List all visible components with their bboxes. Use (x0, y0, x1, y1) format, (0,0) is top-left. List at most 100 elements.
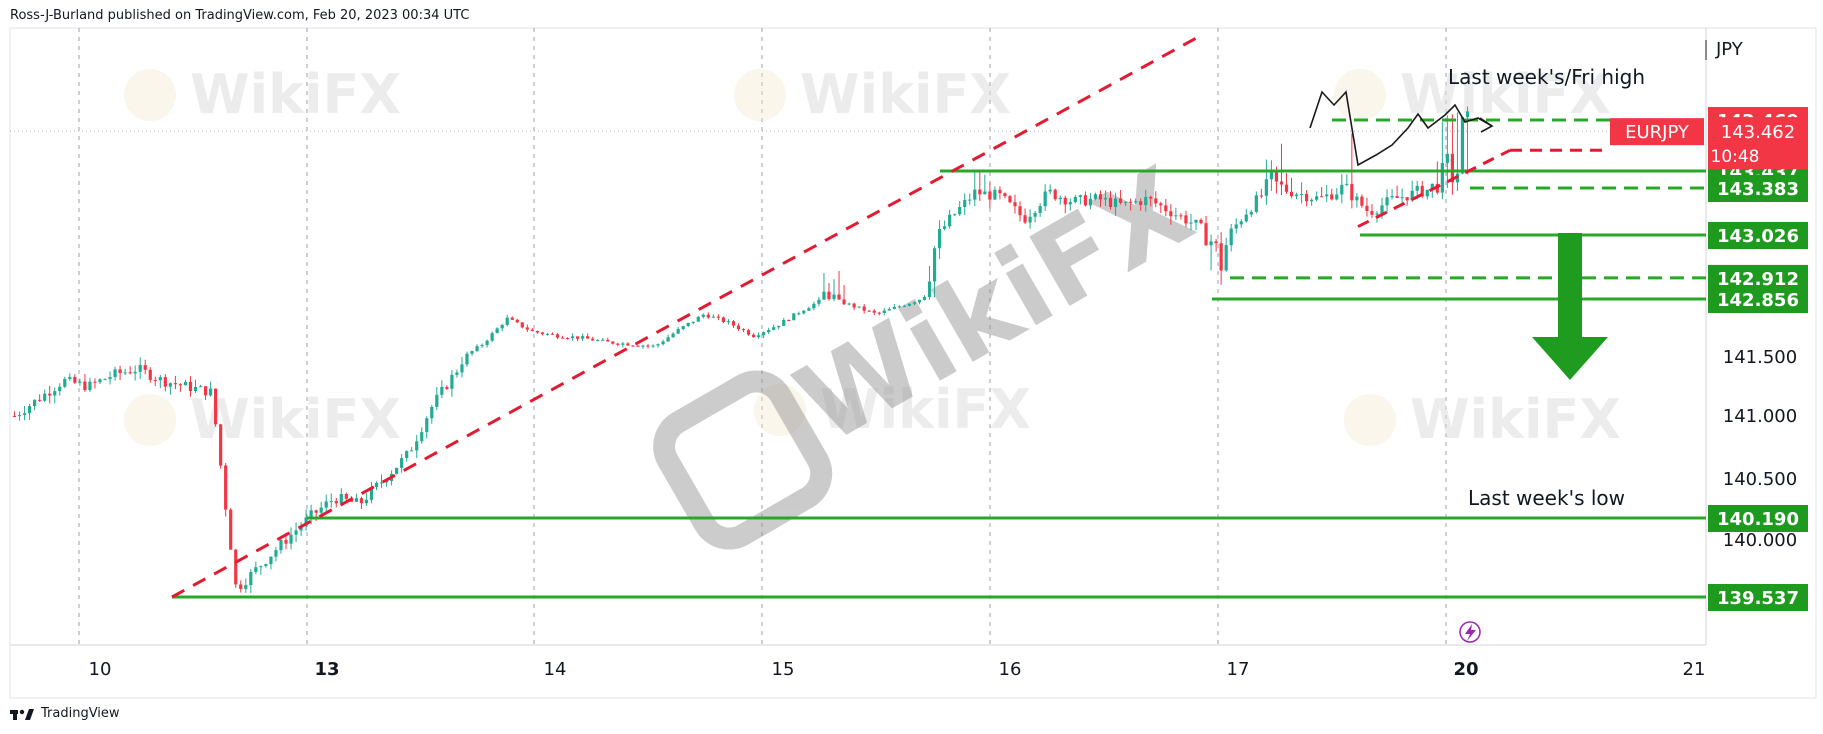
candle-up (68, 376, 72, 380)
candle-up (1189, 222, 1193, 224)
current-price-badge (1708, 117, 1808, 170)
candle-up (103, 379, 107, 381)
candle-up (1440, 162, 1444, 193)
candle-up (1239, 221, 1243, 225)
candle-down (636, 345, 640, 347)
candle-up (1229, 228, 1233, 246)
candle-up (1390, 196, 1394, 198)
candle-up (1375, 213, 1379, 215)
candle-up (1385, 197, 1389, 206)
candle-down (555, 334, 560, 338)
candle-up (460, 364, 464, 373)
candle-up (1294, 194, 1299, 197)
candle-down (219, 424, 223, 466)
candle-down (1199, 219, 1203, 224)
price-badge-value: 139.537 (1717, 588, 1799, 609)
price-badge-value: 142.912 (1717, 269, 1799, 290)
price-badge (1708, 584, 1808, 611)
bearish-arrow-icon (1532, 233, 1608, 380)
candle-up (113, 369, 117, 378)
price-badge-value: 143.383 (1717, 179, 1799, 200)
candle-up (1345, 183, 1349, 185)
candle-up (108, 377, 112, 380)
candle-down (118, 369, 122, 374)
publish-info: Ross-J-Burland published on TradingView.… (10, 8, 470, 23)
candle-up (299, 526, 303, 531)
candle-down (1018, 206, 1022, 216)
x-tick-label: 21 (1683, 659, 1706, 680)
candle-up (897, 306, 901, 308)
candle-up (88, 381, 92, 391)
candle-down (359, 498, 364, 504)
candle-up (927, 281, 932, 298)
candle-down (1013, 202, 1017, 207)
candle-down (1159, 203, 1163, 206)
watermark-text: WikiFX (1410, 388, 1621, 451)
candle-down (1149, 196, 1153, 199)
candle-up (505, 317, 509, 325)
candle-up (1355, 196, 1359, 201)
candle-down (988, 191, 992, 200)
candle-up (78, 381, 82, 383)
candle-up (27, 406, 32, 414)
candle-up (269, 556, 273, 565)
trendline-main (171, 34, 1201, 599)
candle-down (1098, 194, 1103, 200)
y-tick-label: 141.000 (1723, 406, 1797, 427)
x-tick-label: 17 (1227, 659, 1250, 680)
candle-up (696, 316, 700, 322)
candle-up (485, 340, 489, 346)
candle-down (344, 493, 348, 499)
candle-up (405, 451, 409, 459)
candle-up (993, 189, 997, 200)
candle-up (319, 507, 323, 513)
candle-down (616, 343, 620, 345)
candle-down (1284, 184, 1289, 192)
candle-up (666, 337, 670, 342)
candle-down (83, 381, 87, 391)
candle-up (1194, 219, 1198, 223)
candle-down (314, 510, 318, 513)
candle-down (1360, 196, 1364, 206)
lightning-event-icon[interactable] (1459, 621, 1481, 643)
candle-up (807, 308, 811, 311)
candle-down (741, 329, 746, 331)
candle-up (958, 207, 962, 215)
candle-down (1370, 211, 1374, 215)
candle-down (631, 345, 635, 347)
candle-up (1078, 195, 1082, 197)
candle-up (208, 388, 213, 396)
candle-down (1139, 201, 1143, 205)
candle-up (1315, 196, 1319, 200)
candle-up (1068, 202, 1072, 205)
candle-up (425, 418, 429, 433)
watermark-text: WikiFX (1400, 63, 1611, 126)
candle-down (1279, 181, 1284, 185)
candle-down (787, 319, 791, 321)
candle-up (932, 248, 937, 282)
candle-up (983, 191, 987, 195)
candle-up (772, 327, 776, 330)
candle-down (842, 299, 846, 305)
candle-up (329, 501, 333, 503)
candle-up (943, 226, 947, 229)
candle-down (73, 376, 77, 383)
plot-frame (9, 27, 1817, 699)
candle-up (882, 310, 886, 314)
candle-up (339, 493, 343, 504)
candle-down (143, 365, 147, 370)
x-tick-label: 14 (544, 659, 567, 680)
watermark-logo-icon (124, 394, 176, 446)
candle-up (797, 313, 801, 315)
candle-down (1053, 189, 1057, 200)
candle-up (767, 329, 771, 333)
candle-down (1219, 243, 1223, 271)
candle-up (822, 291, 826, 300)
watermark-text: WikiFX (820, 378, 1031, 441)
candle-down (626, 343, 630, 346)
y-tick-label: 140.000 (1723, 530, 1797, 551)
candle-up (1058, 197, 1062, 200)
candle-down (163, 377, 167, 387)
candle-up (545, 333, 550, 335)
